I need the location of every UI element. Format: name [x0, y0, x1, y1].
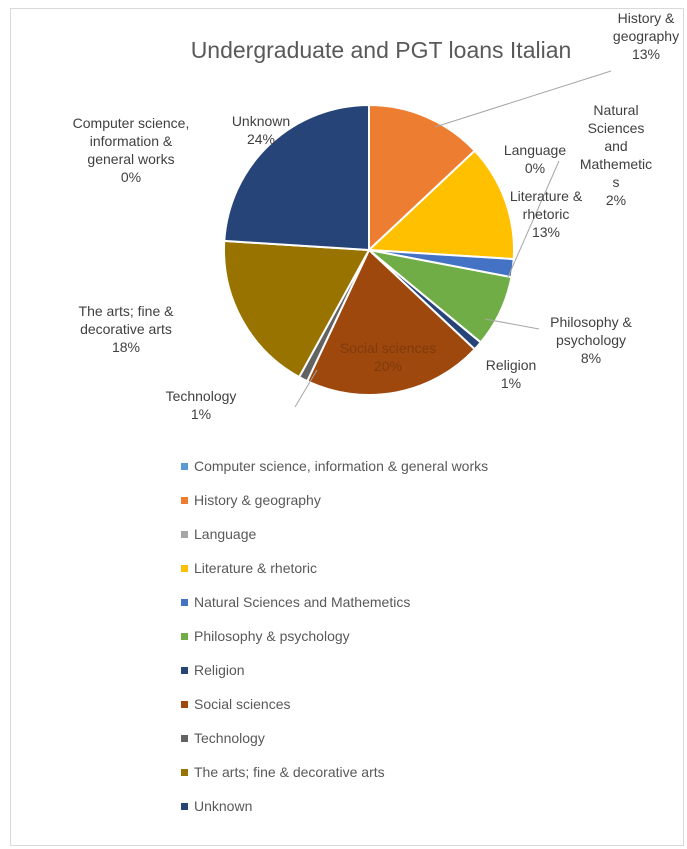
data-label-computer-science-information-general-works: Computer science, information & general … — [72, 115, 190, 185]
legend-swatch — [181, 530, 188, 538]
legend-label: Computer science, information & general … — [194, 458, 489, 474]
leader-line-philosophy — [484, 318, 540, 330]
leader-line-history-geography — [434, 70, 612, 128]
legend-swatch — [181, 734, 188, 742]
legend-swatch — [181, 632, 188, 640]
legend-item-computer-science-information-general-works: Computer science, information & general … — [181, 449, 488, 483]
chart-title: Undergraduate and PGT loans Italian — [190, 37, 572, 63]
data-label-language: Language 0% — [503, 142, 567, 176]
legend-swatch — [181, 802, 188, 810]
pie-slice-the-arts-fine-decorative-arts — [223, 239, 371, 379]
legend-item-literature-rhetoric: Literature & rhetoric — [181, 551, 488, 585]
legend-swatch — [181, 496, 188, 504]
data-label-the-arts-fine-decorative-arts: The arts; fine & decorative arts 18% — [78, 303, 174, 355]
legend-item-the-arts-fine-decorative-arts: The arts; fine & decorative arts — [181, 755, 488, 789]
legend-item-natural-sciences-and-mathemetics: Natural Sciences and Mathemetics — [181, 585, 488, 619]
data-label-unknown: Unknown 24% — [231, 113, 291, 147]
data-label-social-sciences: Social sciences 20% — [339, 340, 437, 374]
data-label-religion: Religion 1% — [485, 357, 537, 391]
legend-label: Philosophy & psychology — [194, 628, 350, 644]
legend-label: Technology — [194, 730, 265, 746]
data-label-history-geography: History & geography 13% — [612, 10, 680, 62]
pie-slice-social-sciences — [305, 248, 477, 396]
legend-swatch — [181, 462, 188, 470]
legend-label: Language — [194, 526, 257, 542]
legend-label: Unknown — [194, 798, 253, 814]
pie-slice-history-geography — [368, 103, 477, 253]
legend-swatch — [181, 768, 188, 776]
leader-line-natural-sciences — [507, 160, 560, 278]
legend-swatch — [181, 598, 188, 606]
legend-item-history-geography: History & geography — [181, 483, 488, 517]
data-label-philosophy-psychology: Philosophy & psychology 8% — [550, 314, 632, 366]
legend-swatch — [181, 666, 188, 674]
legend-item-philosophy-psychology: Philosophy & psychology — [181, 619, 488, 653]
legend-item-social-sciences: Social sciences — [181, 687, 488, 721]
legend: Computer science, information & general … — [181, 449, 488, 823]
leader-line-technology — [294, 369, 318, 408]
legend-label: Religion — [194, 662, 245, 678]
legend-label: The arts; fine & decorative arts — [194, 764, 385, 780]
pie-slice-unknown — [223, 103, 370, 252]
legend-label: Natural Sciences and Mathemetics — [194, 594, 411, 610]
data-label-natural-sciences-and-mathemetics: Natural Sciences and Mathemetic s 2% — [579, 102, 653, 208]
data-label-technology: Technology 1% — [165, 388, 237, 422]
pie-chart — [223, 70, 612, 408]
legend-swatch — [181, 564, 188, 572]
data-label-literature-rhetoric: Literature & rhetoric 13% — [509, 188, 583, 240]
legend-label: Literature & rhetoric — [194, 560, 317, 576]
legend-item-religion: Religion — [181, 653, 488, 687]
legend-item-unknown: Unknown — [181, 789, 488, 823]
legend-label: History & geography — [194, 492, 321, 508]
pie-slice-literature-rhetoric — [366, 149, 515, 261]
chart-area: Undergraduate and PGT loans Italian Comp… — [10, 8, 684, 846]
legend-label: Social sciences — [194, 696, 291, 712]
legend-item-language: Language — [181, 517, 488, 551]
legend-item-technology: Technology — [181, 721, 488, 755]
legend-swatch — [181, 700, 188, 708]
